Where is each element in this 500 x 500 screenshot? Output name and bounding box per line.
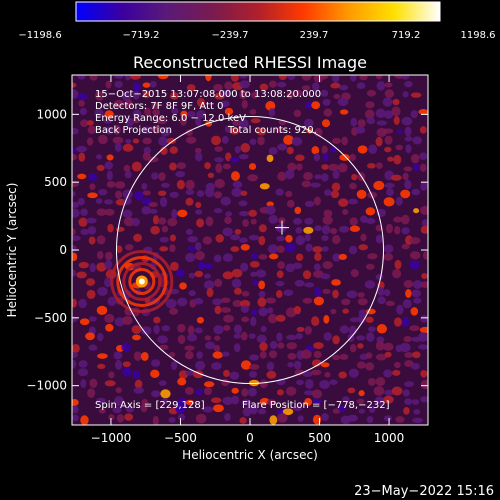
annotation-method: Back Projection [95,125,172,136]
y-tick-label: 0 [59,243,67,257]
colorbar [75,1,441,22]
annotation-detectors: Detectors: 7F 8F 9F, Att 0 [95,101,223,112]
colorbar-tick-label: −239.7 [211,30,248,41]
footer-date: 23−May−2022 15:16 [354,484,494,499]
solar-limb [116,116,384,384]
annotation-counts: Total counts: 920. [227,125,317,136]
annotations: 15−Oct−2015 13:07:08.000 to 13:08:20.000… [95,89,390,411]
y-tick-labels: 1000 500 0 −500 −1000 [26,107,67,392]
x-tick-label: 0 [246,431,254,445]
colorbar-tick-label: 1198.6 [461,30,496,41]
x-tick-label: 1000 [374,431,405,445]
colorbar-tick-label: −1198.6 [18,30,61,41]
colorbar-tick-label: −719.2 [122,30,159,41]
disk-center-marker [274,220,289,235]
colorbar-ticks: −1198.6 −719.2 −239.7 239.7 719.2 1198.6 [18,30,495,41]
colorbar-tick-label: 239.7 [300,30,329,41]
annotation-time: 15−Oct−2015 13:07:08.000 to 13:08:20.000 [95,89,321,100]
x-tick-label: −1000 [91,431,132,445]
chart-title: Reconstructed RHESSI Image [133,53,367,72]
x-tick-label: 500 [308,431,331,445]
y-tick-label: 500 [44,175,67,189]
heatmap-image [72,75,428,425]
annotation-energy: Energy Range: 6.0 − 12.0 keV [95,113,246,124]
colorbar-tick-label: 719.2 [392,30,421,41]
annotation-spin-axis: Spin Axis = [229,128] [95,400,205,411]
x-axis-label: Heliocentric X (arcsec) [182,448,318,462]
axis-ticks [72,75,428,425]
annotation-flare-position: Flare Position = [−778,−232] [242,400,390,411]
x-tick-labels: −1000 −500 0 500 1000 [91,431,405,445]
x-tick-label: −500 [164,431,197,445]
y-axis-label: Heliocentric Y (arcsec) [5,183,19,318]
y-tick-label: 1000 [36,107,67,121]
y-tick-label: −1000 [26,379,67,393]
y-tick-label: −500 [34,311,67,325]
